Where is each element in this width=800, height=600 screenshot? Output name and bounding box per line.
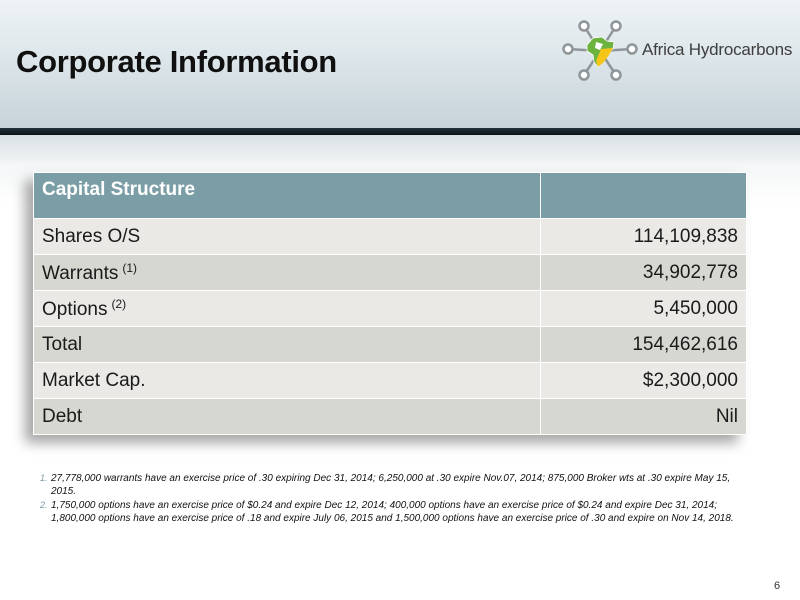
row-label-text: Market Cap. [42, 369, 146, 391]
table-row-shares: Shares O/S 114,109,838 [33, 218, 747, 255]
table-row-warrants: Warrants (1) 34,902,778 [33, 254, 747, 291]
footnotes: 1. 27,778,000 warrants have an exercise … [40, 472, 745, 526]
company-logo: Africa Hydrocarbons [560, 18, 793, 84]
row-label: Shares O/S [33, 218, 541, 255]
footnote-reference: (2) [111, 296, 127, 311]
row-label-text: Warrants [42, 262, 119, 284]
table-row-total: Total 154,462,616 [33, 326, 747, 363]
row-label-text: Options [42, 298, 108, 320]
footnote-number: 2. [40, 500, 48, 510]
table-header-row: Capital Structure [33, 172, 747, 219]
row-label-text: Shares O/S [42, 225, 141, 247]
row-label-text: Total [42, 333, 83, 355]
row-value: 5,450,000 [540, 290, 747, 327]
footnote-number: 1. [40, 473, 48, 483]
row-value: Nil [540, 398, 747, 435]
row-value: 154,462,616 [540, 326, 747, 363]
row-label: Market Cap. [33, 362, 541, 399]
row-label: Debt [33, 398, 541, 435]
page-title: Corporate Information [16, 44, 337, 79]
row-label: Options (2) [33, 290, 541, 327]
row-label: Total [33, 326, 541, 363]
row-label-text: Debt [42, 405, 83, 427]
header-divider-bar [0, 128, 800, 135]
footnote-text: 27,778,000 warrants have an exercise pri… [51, 473, 731, 497]
table-header-title: Capital Structure [33, 172, 541, 219]
footnote-item: 1. 27,778,000 warrants have an exercise … [40, 472, 745, 498]
page-number: 6 [774, 580, 781, 592]
row-value: 114,109,838 [540, 218, 747, 255]
table-row-debt: Debt Nil [33, 398, 747, 435]
footnote-item: 2. 1,750,000 options have an exercise pr… [40, 499, 745, 525]
row-label: Warrants (1) [33, 254, 541, 291]
capital-structure-table: Capital Structure Shares O/S 114,109,838… [33, 172, 747, 435]
slide-header [0, 0, 800, 128]
row-value: $2,300,000 [540, 362, 747, 399]
table-header-value [540, 172, 747, 219]
row-value: 34,902,778 [540, 254, 747, 291]
logo-wordmark: Africa Hydrocarbons [642, 40, 793, 59]
footnote-text: 1,750,000 options have an exercise price… [51, 500, 734, 524]
africa-network-logo-icon [562, 20, 638, 81]
table-row-market-cap: Market Cap. $2,300,000 [33, 362, 747, 399]
footnote-reference: (1) [122, 260, 138, 275]
capital-structure-table-container: Capital Structure Shares O/S 114,109,838… [33, 172, 747, 435]
table-row-options: Options (2) 5,450,000 [33, 290, 747, 327]
